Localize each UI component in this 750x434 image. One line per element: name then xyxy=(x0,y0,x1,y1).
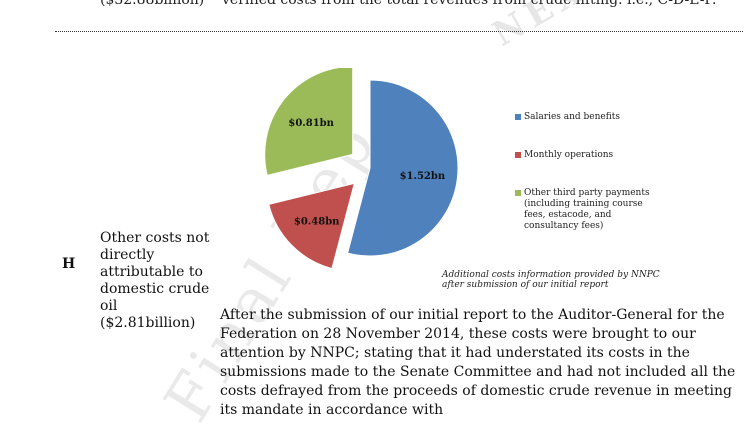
legend-item-third-party: Other third party payments (including tr… xyxy=(515,188,664,232)
row-letter: H xyxy=(62,256,76,272)
previous-row-text: verified costs from the total revenues f… xyxy=(222,0,717,8)
chart-note: Additional costs information provided by… xyxy=(442,270,660,290)
legend-item-salaries: Salaries and benefits xyxy=(515,112,620,123)
pie-slice-third-party xyxy=(264,68,354,176)
legend-swatch-monthly-operations xyxy=(515,152,521,158)
legend-swatch-salaries xyxy=(515,114,521,120)
pie-label-monthly-operations: $0.48bn xyxy=(294,216,340,227)
legend-item-monthly-operations: Monthly operations xyxy=(515,150,614,161)
body-paragraph: After the submission of our initial repo… xyxy=(220,307,736,418)
pie-slice-monthly-operations xyxy=(268,182,356,268)
legend-swatch-third-party xyxy=(515,190,521,196)
legend-label-third-party: Other third party payments (including tr… xyxy=(524,188,650,231)
pie-label-salaries: $1.52bn xyxy=(400,171,446,182)
row-description: Other costs not directly attributable to… xyxy=(100,230,210,331)
watermark-top: NEXT xyxy=(486,0,621,55)
cost-pie-chart: $1.52bn $0.48bn $0.81bn xyxy=(264,68,459,268)
legend-label-monthly-operations: Monthly operations xyxy=(524,150,614,160)
legend-label-salaries: Salaries and benefits xyxy=(524,112,620,122)
dotted-divider xyxy=(55,31,743,32)
previous-row-amount: ($32.88billion) xyxy=(100,0,205,8)
pie-label-third-party: $0.81bn xyxy=(288,118,334,129)
pie-slice-salaries xyxy=(347,79,459,257)
